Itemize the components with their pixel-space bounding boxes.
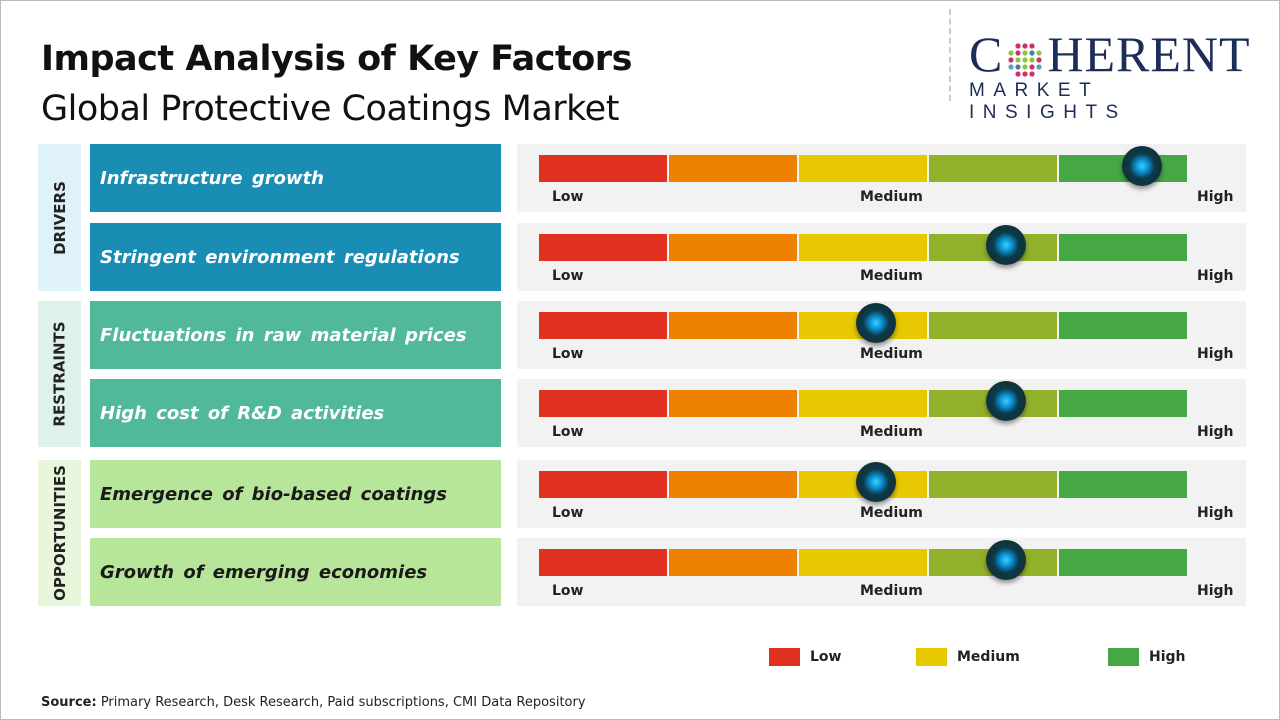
- gauge-segment: [669, 312, 799, 339]
- legend-item: Low: [769, 648, 841, 666]
- factor-label: Fluctuations in raw material prices: [90, 301, 501, 369]
- gauge-label-medium: Medium: [860, 424, 923, 440]
- gauge-segment: [1059, 390, 1187, 417]
- gauge-segment: [669, 471, 799, 498]
- factor-label: High cost of R&D activities: [90, 379, 501, 447]
- factor-label: Emergence of bio-based coatings: [90, 460, 501, 528]
- gauge-bar: [539, 234, 1187, 261]
- legend-swatch: [769, 648, 800, 666]
- factor-label: Infrastructure growth: [90, 144, 501, 212]
- category-opportunities: OPPORTUNITIES: [38, 460, 81, 606]
- gauge-segment: [929, 471, 1059, 498]
- impact-gauge: Low Medium High: [517, 460, 1246, 528]
- impact-gauge: Low Medium High: [517, 379, 1246, 447]
- gauge-segment: [539, 155, 669, 182]
- category-label: RESTRAINTS: [50, 321, 69, 427]
- gauge-label-high: High: [1197, 583, 1234, 599]
- gauge-indicator: [985, 381, 1026, 421]
- gauge-label-low: Low: [552, 583, 584, 599]
- gauge-segment: [799, 234, 929, 261]
- category-label: DRIVERS: [50, 180, 69, 255]
- gauge-indicator: [1121, 146, 1162, 186]
- gauge-indicator: [855, 462, 896, 502]
- gauge-segment: [669, 234, 799, 261]
- gauge-label-low: Low: [552, 268, 584, 284]
- gauge-segment: [539, 471, 669, 498]
- category-restraints: RESTRAINTS: [38, 301, 81, 447]
- gauge-label-medium: Medium: [860, 268, 923, 284]
- gauge-label-high: High: [1197, 424, 1234, 440]
- source-note: Source: Primary Research, Desk Research,…: [41, 695, 586, 710]
- gauge-segment: [539, 312, 669, 339]
- gauge-label-low: Low: [552, 346, 584, 362]
- globe-icon: [1008, 42, 1042, 77]
- gauge-bar: [539, 312, 1187, 339]
- category-label: OPPORTUNITIES: [50, 465, 69, 601]
- legend-item: High: [1108, 648, 1186, 666]
- gauge-label-high: High: [1197, 505, 1234, 521]
- chart-title: Impact Analysis of Key Factors: [41, 39, 632, 79]
- gauge-segment: [539, 234, 669, 261]
- gauge-segment: [539, 390, 669, 417]
- legend-item: Medium: [916, 648, 1020, 666]
- gauge-segment: [799, 155, 929, 182]
- impact-gauge: Low Medium High: [517, 144, 1246, 212]
- gauge-segment: [1059, 471, 1187, 498]
- gauge-segment: [799, 390, 929, 417]
- gauge-segment: [539, 549, 669, 576]
- gauge-segment: [1059, 234, 1187, 261]
- gauge-label-medium: Medium: [860, 346, 923, 362]
- gauge-label-medium: Medium: [860, 583, 923, 599]
- category-drivers: DRIVERS: [38, 144, 81, 291]
- legend-swatch: [1108, 648, 1139, 666]
- gauge-bar: [539, 471, 1187, 498]
- gauge-segment: [799, 549, 929, 576]
- gauge-label-low: Low: [552, 505, 584, 521]
- gauge-label-medium: Medium: [860, 505, 923, 521]
- factor-label: Stringent environment regulations: [90, 223, 501, 291]
- gauge-segment: [669, 549, 799, 576]
- factor-label: Growth of emerging economies: [90, 538, 501, 606]
- legend-label: Low: [810, 649, 842, 665]
- gauge-label-high: High: [1197, 189, 1234, 205]
- gauge-indicator: [855, 303, 896, 343]
- legend-swatch: [916, 648, 947, 666]
- legend-label: High: [1149, 649, 1186, 665]
- logo: C HERENT MARKET INSIGHTS: [969, 26, 1251, 123]
- gauge-segment: [1059, 549, 1187, 576]
- gauge-label-low: Low: [552, 424, 584, 440]
- gauge-segment: [929, 312, 1059, 339]
- gauge-bar: [539, 390, 1187, 417]
- gauge-indicator: [985, 540, 1026, 580]
- gauge-label-medium: Medium: [860, 189, 923, 205]
- impact-gauge: Low Medium High: [517, 223, 1246, 291]
- gauge-bar: [539, 155, 1187, 182]
- chart-subtitle: Global Protective Coatings Market: [41, 89, 619, 129]
- gauge-label-high: High: [1197, 268, 1234, 284]
- gauge-label-low: Low: [552, 189, 584, 205]
- gauge-bar: [539, 549, 1187, 576]
- gauge-segment: [669, 390, 799, 417]
- gauge-segment: [1059, 312, 1187, 339]
- divider: [949, 9, 951, 101]
- impact-gauge: Low Medium High: [517, 538, 1246, 606]
- gauge-segment: [929, 155, 1059, 182]
- gauge-segment: [669, 155, 799, 182]
- gauge-indicator: [985, 225, 1026, 265]
- impact-gauge: Low Medium High: [517, 301, 1246, 369]
- legend-label: Medium: [957, 649, 1020, 665]
- gauge-label-high: High: [1197, 346, 1234, 362]
